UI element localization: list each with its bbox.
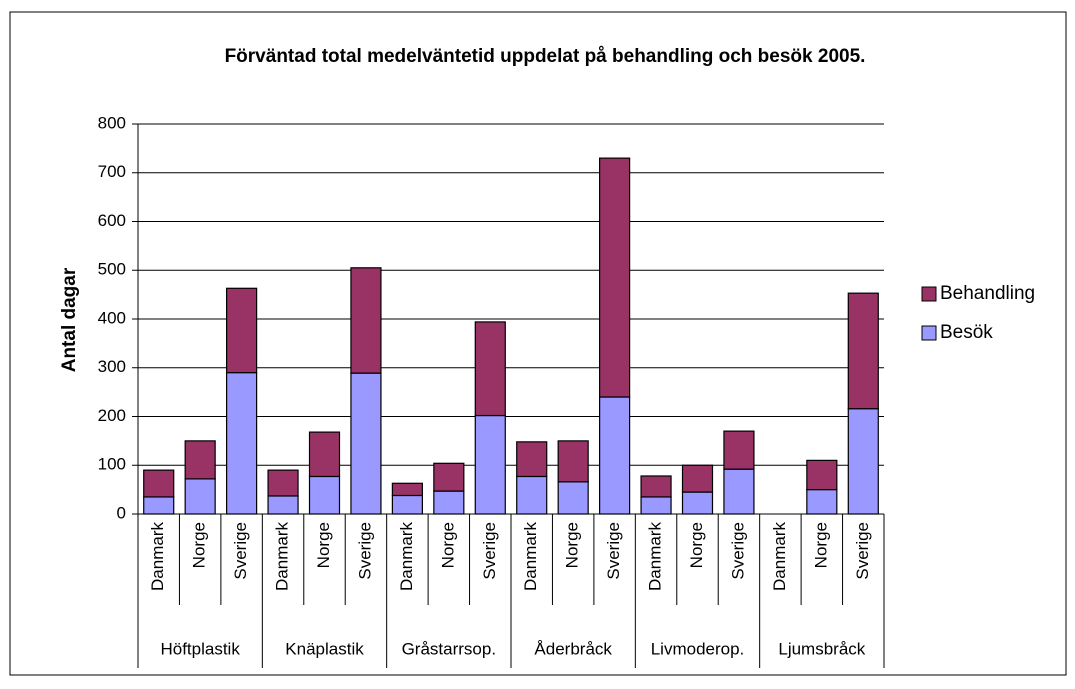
chart-frame	[9, 11, 1067, 676]
group-label: Åderbråck	[534, 639, 612, 658]
x-tick-label: Danmark	[646, 522, 665, 591]
x-tick-label: Sverige	[480, 522, 499, 580]
bar-segment	[681, 491, 714, 515]
bar-segment	[681, 464, 714, 493]
y-tick-label: 700	[98, 162, 126, 181]
bar-segment	[391, 494, 423, 515]
x-tick-label: Sverige	[231, 522, 250, 580]
bar-segment	[267, 469, 299, 497]
x-tick-label: Danmark	[521, 522, 540, 591]
legend-label: Behandling	[940, 283, 1035, 304]
bar-segment	[723, 468, 755, 515]
bar-segment	[640, 475, 672, 498]
x-tick-label: Norge	[190, 522, 209, 568]
x-tick-label: Sverige	[604, 522, 623, 580]
bar-segment	[474, 321, 506, 417]
legend-swatch	[921, 325, 937, 341]
x-tick-label: Danmark	[273, 522, 292, 591]
x-tick-label: Danmark	[148, 522, 167, 591]
bar-segment	[599, 157, 631, 398]
x-tick-label: Norge	[314, 522, 333, 568]
y-tick-label: 500	[98, 260, 126, 279]
y-tick-label: 200	[98, 406, 126, 425]
bar-segment	[433, 490, 465, 515]
x-tick-label: Sverige	[355, 522, 374, 580]
bar-segment	[516, 475, 548, 515]
x-tick-label: Norge	[563, 522, 582, 568]
group-label: Höftplastik	[160, 639, 240, 658]
bar-segment	[226, 372, 258, 515]
y-tick-label: 300	[98, 357, 126, 376]
y-tick-label: 600	[98, 211, 126, 230]
chart-title: Förväntad total medelväntetid uppdelat p…	[225, 46, 866, 67]
bar-segment	[474, 414, 506, 515]
x-tick-label: Sverige	[728, 522, 747, 580]
y-tick-label: 400	[98, 308, 126, 327]
bar-segment	[723, 430, 755, 470]
bar-segment	[308, 475, 341, 515]
x-tick-label: Norge	[811, 522, 830, 568]
y-tick-label: 800	[98, 113, 126, 132]
bar-segment	[226, 287, 258, 374]
bar-segment	[184, 440, 216, 480]
x-tick-label: Norge	[438, 522, 457, 568]
group-label: Gråstarrsop.	[402, 639, 496, 658]
bar-segment	[184, 478, 216, 515]
bar-segment	[143, 469, 175, 498]
x-tick-label: Sverige	[853, 522, 872, 580]
bar-segment	[267, 495, 299, 515]
x-tick-label: Danmark	[397, 522, 416, 591]
x-tick-label: Norge	[687, 522, 706, 568]
group-label: Ljumsbråck	[778, 639, 865, 658]
x-tick-label: Danmark	[770, 522, 789, 591]
bar-segment	[350, 372, 382, 515]
group-label: Knäplastik	[285, 639, 364, 658]
legend-swatch	[921, 286, 937, 302]
bar-segment	[806, 459, 838, 491]
group-label: Livmoderop.	[651, 639, 745, 658]
bar-segment	[640, 496, 672, 515]
bar-segment	[806, 489, 838, 515]
bar-segment	[599, 396, 631, 515]
bar-segment	[847, 408, 879, 515]
y-axis-label: Antal dagar	[59, 267, 80, 372]
bar-segment	[557, 440, 589, 483]
bar-segment	[557, 481, 589, 515]
bar-segment	[847, 292, 879, 410]
bar-segment	[516, 441, 548, 478]
bar-segment	[433, 462, 465, 492]
legend-label: Besök	[940, 322, 993, 343]
bar-segment	[308, 431, 341, 478]
bar-segment	[143, 496, 175, 515]
y-tick-label: 100	[98, 455, 126, 474]
y-tick-label: 0	[117, 503, 126, 522]
bar-segment	[391, 482, 423, 497]
bar-segment	[350, 267, 382, 374]
